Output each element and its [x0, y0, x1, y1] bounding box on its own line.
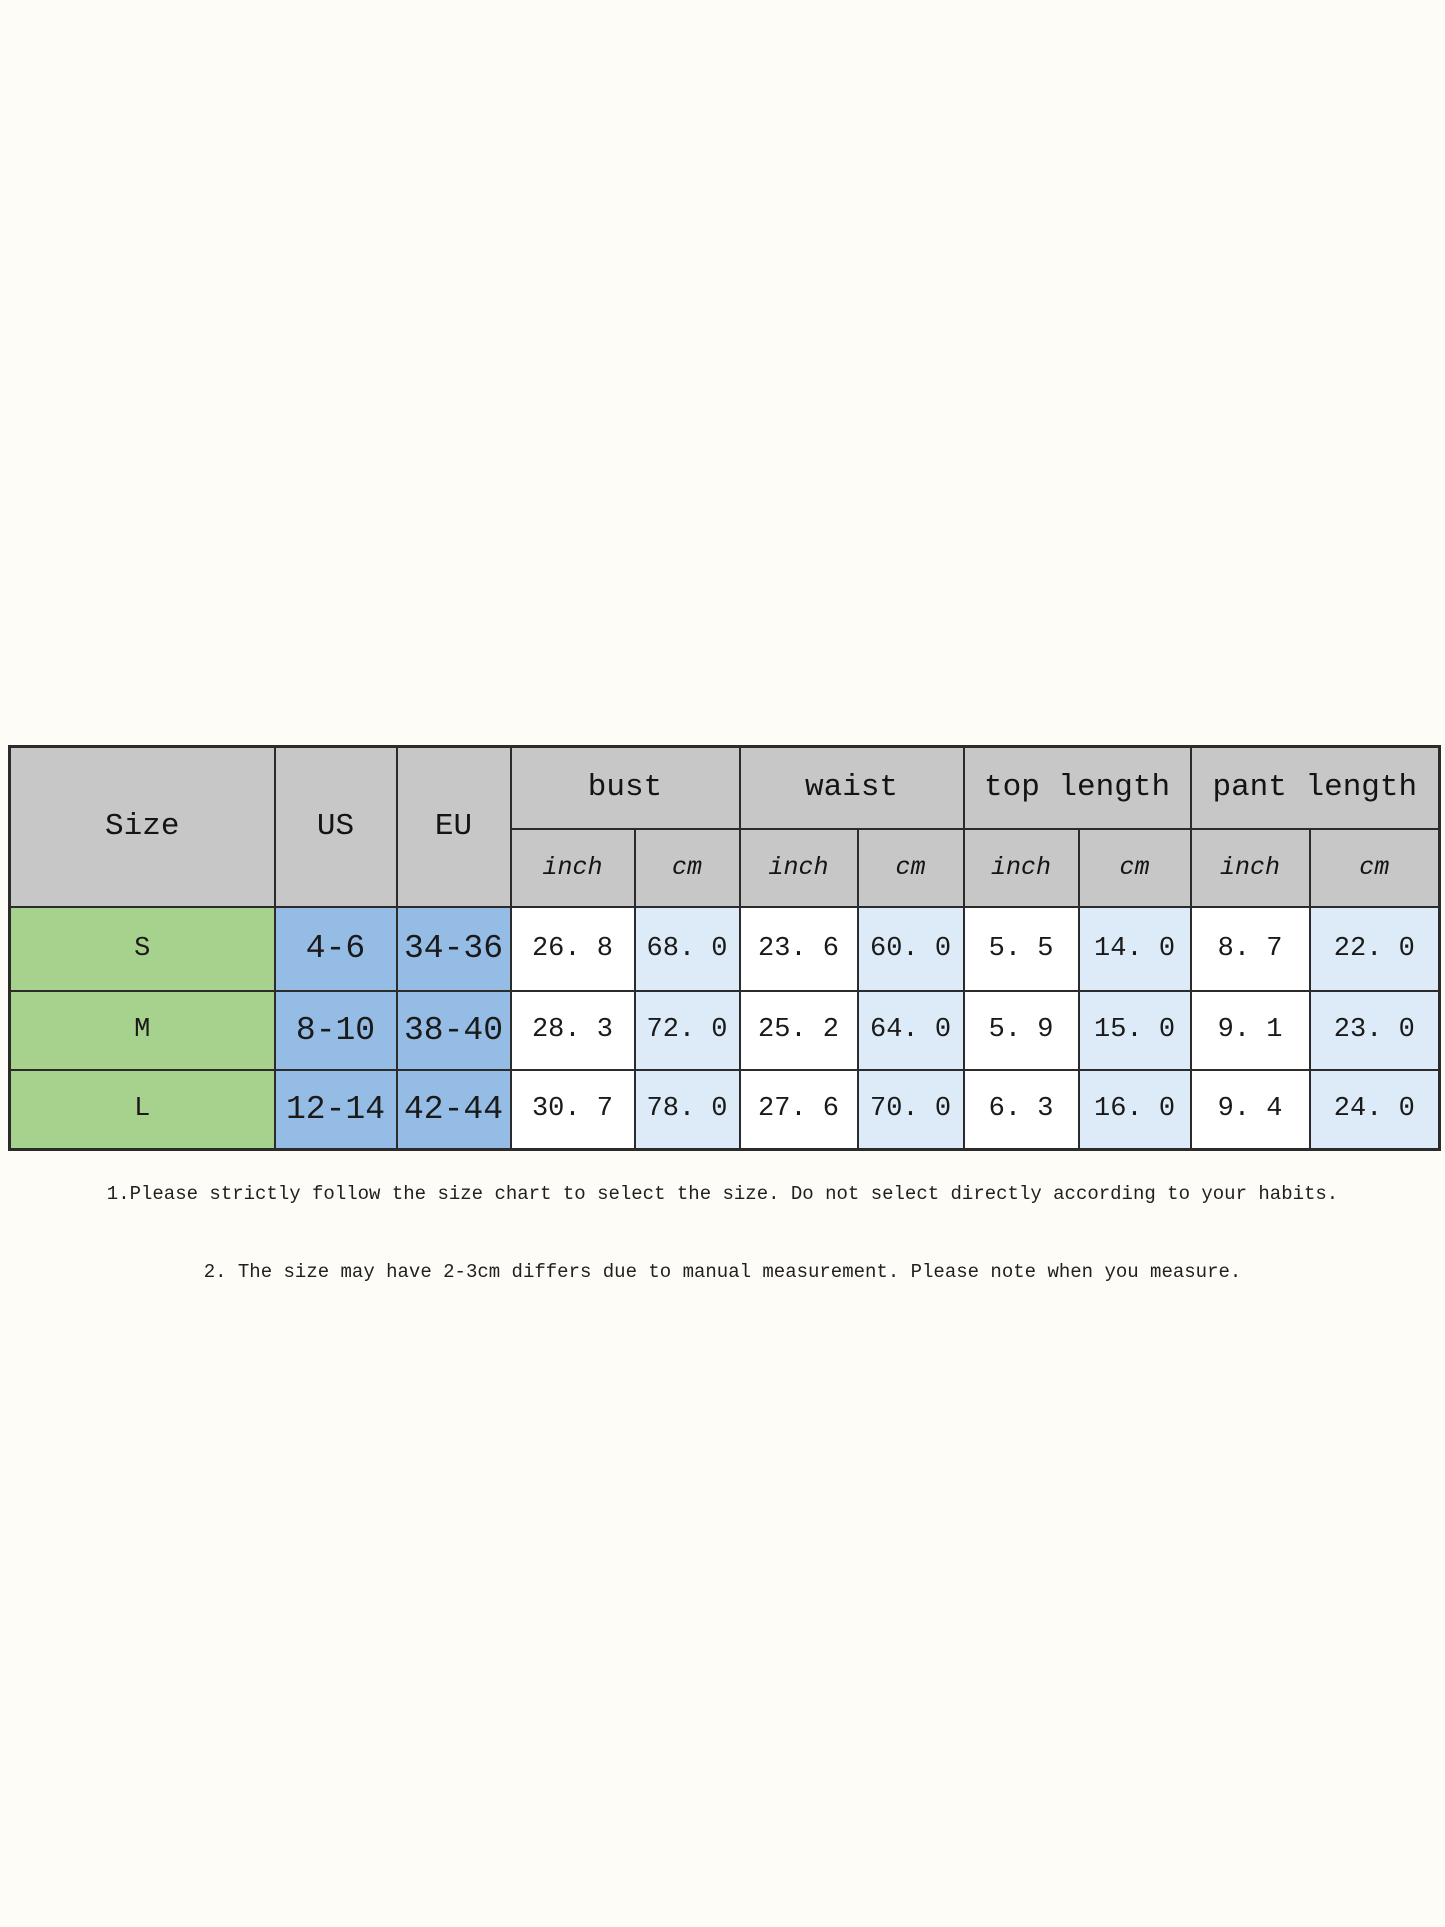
header-eu: EU [395, 745, 512, 908]
cell-l-waist-inch: 27. 6 [738, 1068, 859, 1151]
cell-m-eu: 38-40 [395, 989, 512, 1071]
cell-s-top-length-inch: 5. 5 [962, 905, 1080, 992]
subheader-bust-cm: cm [633, 827, 741, 908]
cell-s-pant-length-cm: 22. 0 [1308, 905, 1441, 992]
cell-m-waist-cm: 64. 0 [856, 989, 965, 1071]
cell-m-waist-inch: 25. 2 [738, 989, 859, 1071]
cell-s-us: 4-6 [273, 905, 398, 992]
subheader-pant-length-cm: cm [1308, 827, 1441, 908]
cell-l-size: L [8, 1068, 276, 1151]
header-size: Size [8, 745, 276, 908]
cell-s-bust-inch: 26. 8 [509, 905, 636, 992]
header-group-top-length: top length [962, 745, 1192, 830]
header-group-row: Size US EU bust waist top length pant le… [8, 745, 1441, 908]
cell-l-pant-length-inch: 9. 4 [1189, 1068, 1311, 1151]
cell-m-size: M [8, 989, 276, 1071]
cell-s-size: S [8, 905, 276, 992]
cell-s-pant-length-inch: 8. 7 [1189, 905, 1311, 992]
cell-l-us: 12-14 [273, 1068, 398, 1151]
table-row-size-s: S 4-6 34-36 26. 8 68. 0 23. 6 60. 0 5. 5… [8, 905, 1441, 992]
header-group-pant-length: pant length [1189, 745, 1441, 830]
cell-m-us: 8-10 [273, 989, 398, 1071]
size-note-2: 2. The size may have 2-3cm differs due t… [203, 1261, 1242, 1283]
cell-l-pant-length-cm: 24. 0 [1308, 1068, 1441, 1151]
cell-m-pant-length-inch: 9. 1 [1189, 989, 1311, 1071]
subheader-waist-cm: cm [856, 827, 965, 908]
header-group-waist: waist [738, 745, 965, 830]
cell-l-waist-cm: 70. 0 [856, 1068, 965, 1151]
cell-m-top-length-cm: 15. 0 [1077, 989, 1192, 1071]
table-row-size-l: L 12-14 42-44 30. 7 78. 0 27. 6 70. 0 6.… [8, 1068, 1441, 1151]
cell-l-bust-inch: 30. 7 [509, 1068, 636, 1151]
size-chart-table: Size US EU bust waist top length pant le… [8, 745, 1442, 1151]
subheader-waist-inch: inch [738, 827, 859, 908]
cell-m-pant-length-cm: 23. 0 [1308, 989, 1441, 1071]
cell-m-top-length-inch: 5. 9 [962, 989, 1080, 1071]
cell-m-bust-cm: 72. 0 [633, 989, 741, 1071]
header-unit-row: inch cm inch cm inch cm inch cm [10, 827, 1441, 908]
cell-s-waist-cm: 60. 0 [856, 905, 965, 992]
table-row-size-m: M 8-10 38-40 28. 3 72. 0 25. 2 64. 0 5. … [8, 989, 1441, 1071]
cell-s-waist-inch: 23. 6 [738, 905, 859, 992]
cell-s-top-length-cm: 14. 0 [1077, 905, 1192, 992]
cell-s-bust-cm: 68. 0 [633, 905, 741, 992]
subheader-bust-inch: inch [509, 827, 636, 908]
cell-l-top-length-cm: 16. 0 [1077, 1068, 1192, 1151]
header-group-bust: bust [509, 745, 741, 830]
subheader-top-length-inch: inch [962, 827, 1080, 908]
subheader-pant-length-inch: inch [1189, 827, 1311, 908]
size-note-1: 1.Please strictly follow the size chart … [106, 1183, 1339, 1205]
cell-l-eu: 42-44 [395, 1068, 512, 1151]
cell-l-bust-cm: 78. 0 [633, 1068, 741, 1151]
cell-l-top-length-inch: 6. 3 [962, 1068, 1080, 1151]
subheader-top-length-cm: cm [1077, 827, 1192, 908]
header-us: US [273, 745, 398, 908]
cell-m-bust-inch: 28. 3 [509, 989, 636, 1071]
cell-s-eu: 34-36 [395, 905, 512, 992]
